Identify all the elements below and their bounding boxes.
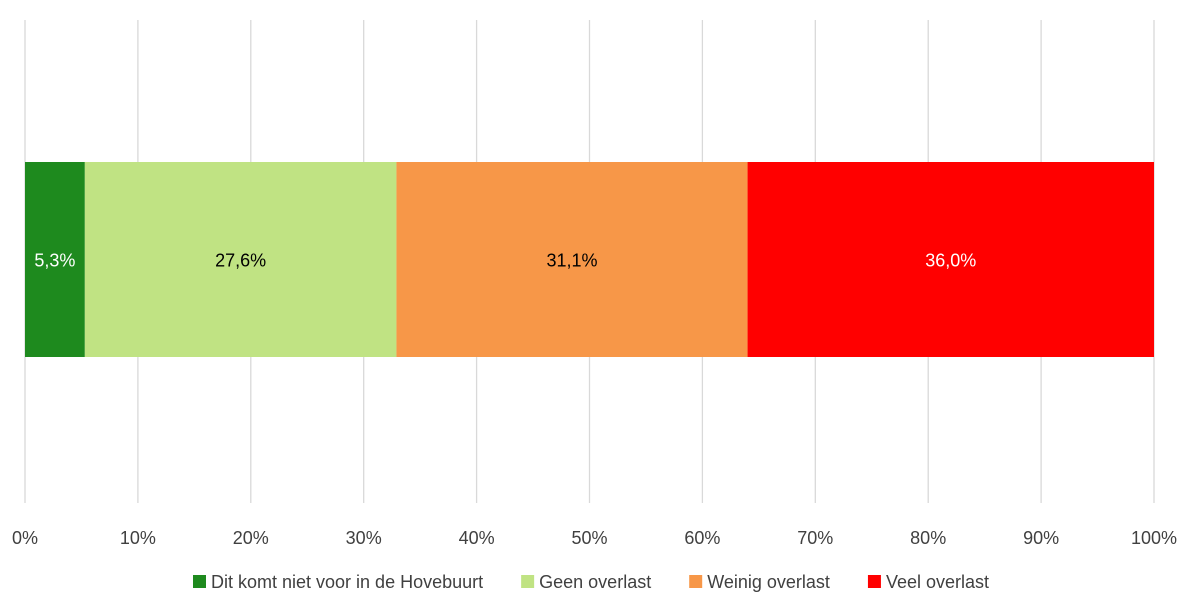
legend-label: Dit komt niet voor in de Hovebuurt [211, 572, 483, 592]
legend-label: Weinig overlast [707, 572, 830, 592]
x-tick-label: 40% [459, 528, 495, 548]
data-label: 5,3% [34, 251, 75, 271]
legend-item: Veel overlast [867, 572, 989, 592]
x-tick-label: 30% [346, 528, 382, 548]
data-label: 31,1% [546, 251, 597, 271]
x-tick-label: 60% [684, 528, 720, 548]
x-tick-label: 70% [797, 528, 833, 548]
legend-swatch [867, 575, 881, 588]
legend-item: Dit komt niet voor in de Hovebuurt [193, 572, 483, 592]
bar-segments [25, 162, 1154, 357]
x-tick-label: 90% [1023, 528, 1059, 548]
legend-swatch [521, 575, 535, 588]
data-label: 27,6% [215, 251, 266, 271]
bar-segment [396, 162, 748, 357]
bar-segment [25, 162, 85, 357]
legend-item: Geen overlast [521, 572, 651, 592]
legend-swatch [689, 575, 703, 588]
bar-segment [84, 162, 397, 357]
x-tick-label: 50% [571, 528, 607, 548]
x-tick-label: 80% [910, 528, 946, 548]
legend-item: Weinig overlast [689, 572, 830, 592]
x-tick-label: 100% [1131, 528, 1177, 548]
data-labels: 5,3% 27,6% 31,1% 36,0% [34, 251, 976, 271]
x-tick-label: 10% [120, 528, 156, 548]
legend-label: Veel overlast [886, 572, 989, 592]
legend-swatch [193, 575, 206, 588]
legend: Dit komt niet voor in de Hovebuurt Geen o… [193, 572, 989, 592]
x-tick-label: 0% [12, 528, 38, 548]
bar-segment [747, 162, 1154, 357]
x-tick-label: 20% [233, 528, 269, 548]
x-axis-tick-labels: 0% 10% 20% 30% 40% 50% 60% 70% 80% 90% 100% [12, 528, 1177, 548]
data-label: 36,0% [925, 251, 976, 271]
legend-label: Geen overlast [539, 572, 651, 592]
